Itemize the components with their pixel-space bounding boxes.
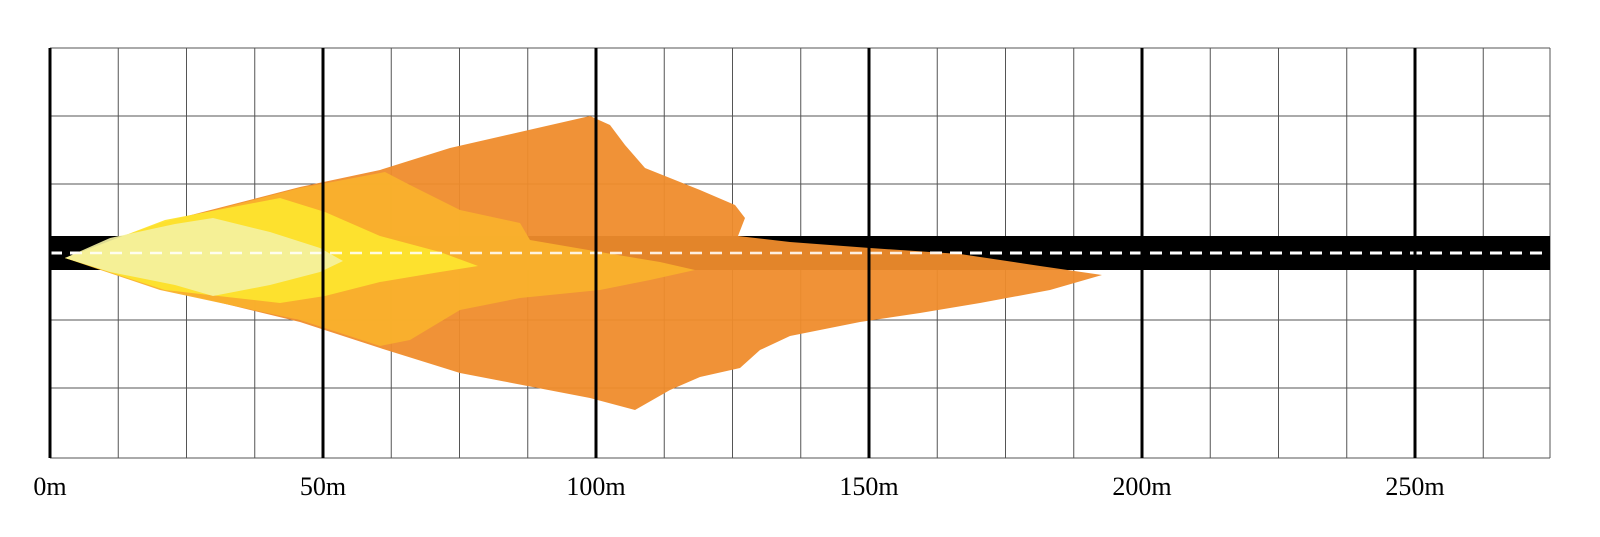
tick-label-50: 50m (300, 472, 346, 501)
tick-label-100: 100m (566, 472, 625, 501)
tick-label-0: 0m (33, 472, 66, 501)
tick-label-250: 250m (1385, 472, 1444, 501)
tick-label-150: 150m (839, 472, 898, 501)
major-grid (48, 48, 1417, 458)
beam-zone-close (65, 218, 343, 296)
beam-zones (65, 116, 1102, 410)
x-axis-tick-labels: 0m 50m 100m 150m 200m 250m (33, 472, 1444, 501)
tick-label-200: 200m (1112, 472, 1171, 501)
